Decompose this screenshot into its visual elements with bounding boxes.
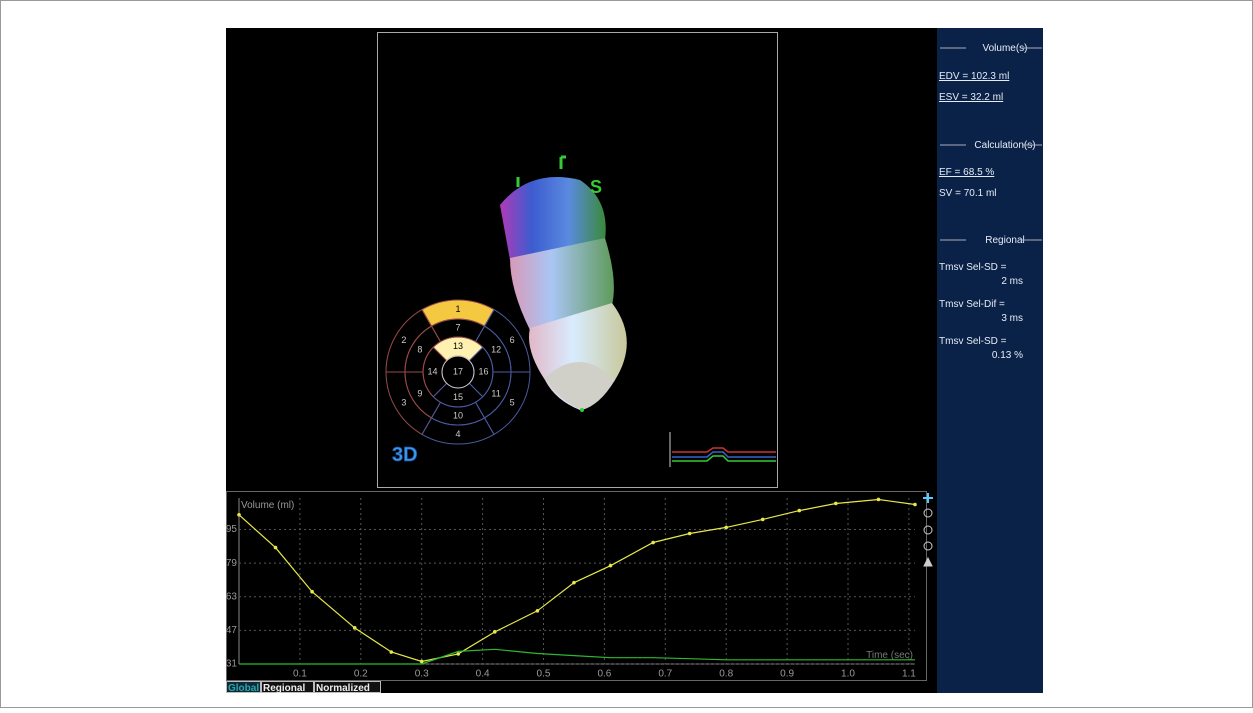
ef: EF = 68.5 %	[939, 167, 994, 178]
segment-label: 10	[453, 410, 463, 420]
tab-label: Regional	[263, 683, 305, 694]
y-axis-label: Volume (ml)	[241, 500, 294, 511]
panel-text: Volume(s) EDV = 102.3 ml ESV = 32.2 ml Calc…	[939, 43, 1042, 361]
data-point	[913, 502, 917, 507]
segment-label: 3	[401, 398, 406, 408]
x-tick-label: 0.6	[597, 669, 611, 680]
x-tick-label: 0.5	[537, 669, 551, 680]
data-point	[492, 630, 497, 634]
y-tick-label: 47	[226, 625, 238, 636]
tab[interactable]	[226, 681, 261, 693]
side-panel	[937, 28, 1043, 693]
zoom-out[interactable]	[923, 525, 933, 535]
metric-value: 2 ms	[1001, 276, 1023, 287]
orientation-marks	[516, 155, 566, 187]
data-point	[608, 563, 613, 568]
zoom-in[interactable]	[923, 508, 933, 518]
series-line	[239, 648, 915, 665]
x-tick-label: 0.2	[354, 669, 368, 680]
segment-label: 1	[455, 304, 460, 314]
edv: EDV = 102.3 ml	[939, 71, 1009, 82]
segment-label: 11	[491, 388, 500, 398]
data-point	[834, 501, 838, 506]
orientation-label: S	[590, 177, 602, 197]
tab-label: Normalized	[316, 683, 370, 694]
segment-label: 5	[510, 398, 515, 408]
data-point	[760, 517, 765, 522]
volume-chart: 31 47 63 79 95 0.1 0.2 0.3 0.4 0.5 0.6 0.7 0.8 0.9 1.0…	[226, 497, 917, 680]
data-point	[687, 531, 692, 536]
logo-3d: 3D	[392, 444, 418, 466]
x-tick-label: 0.3	[415, 669, 429, 680]
heart-model	[500, 177, 627, 412]
segment-label: 8	[417, 344, 422, 354]
data-point	[352, 626, 357, 630]
data-point	[651, 540, 655, 545]
x-tick-label: 1.1	[902, 669, 916, 680]
x-tick-label: 0.4	[476, 669, 490, 680]
x-tick-label: 0.1	[293, 669, 307, 680]
metric-name: Tmsv Sel-SD =	[939, 336, 1007, 347]
segment-label: 7	[455, 322, 460, 332]
segment-label: 6	[510, 335, 515, 345]
metric-value: 0.13 %	[992, 350, 1023, 361]
data-point	[724, 525, 729, 530]
segment-label: 17	[453, 366, 463, 376]
segment-label: 12	[491, 344, 501, 354]
data-point	[419, 659, 424, 664]
segment-label: 14	[427, 366, 437, 376]
chart-frame	[226, 491, 927, 681]
tab-label: Global	[228, 683, 259, 694]
data-point	[237, 513, 241, 517]
sv: SV = 70.1 ml	[939, 188, 997, 199]
data-point	[310, 589, 314, 594]
data-point	[535, 609, 540, 613]
tabs: Global Regional Normalized	[226, 681, 381, 694]
metric-name: Tmsv Sel-Dif =	[939, 299, 1005, 310]
section-title: Calculation(s)	[974, 140, 1035, 151]
y-tick-label: 95	[226, 524, 238, 535]
segment-label: 2	[401, 335, 406, 345]
tab[interactable]	[314, 681, 381, 693]
segment-label: 9	[417, 388, 422, 398]
data-point	[273, 545, 278, 550]
segment-label: 16	[478, 366, 488, 376]
data-point	[876, 497, 881, 502]
x-tick-label: 0.9	[780, 669, 794, 680]
x-tick-label: 0.7	[658, 669, 672, 680]
x-axis-label: Time (sec)	[866, 650, 913, 661]
data-point	[456, 652, 461, 656]
x-tick-label: 0.8	[719, 669, 733, 680]
segment-label: 13	[453, 341, 463, 351]
zoom-tools	[923, 493, 933, 567]
y-tick-label: 63	[226, 591, 238, 602]
section-title: Regional	[985, 235, 1024, 246]
zoom-add[interactable]	[923, 493, 933, 503]
segment-label: 15	[453, 392, 463, 402]
metric-value: 3 ms	[1001, 313, 1023, 324]
esv: ESV = 32.2 ml	[939, 92, 1003, 103]
mini-trace	[669, 432, 776, 467]
segment	[441, 355, 475, 389]
x-tick-label: 1.0	[841, 669, 855, 680]
y-tick-label: 31	[226, 659, 238, 670]
tab[interactable]	[261, 681, 314, 693]
data-point	[572, 580, 576, 585]
pan-tool[interactable]	[923, 556, 933, 567]
data-point	[389, 650, 394, 654]
segment-label: 4	[455, 429, 460, 439]
data-point	[797, 508, 802, 513]
zoom-reset[interactable]	[923, 541, 933, 551]
y-tick-label: 79	[226, 558, 238, 569]
section-title: Volume(s)	[982, 43, 1027, 54]
metric-name: Tmsv Sel-SD =	[939, 262, 1007, 273]
